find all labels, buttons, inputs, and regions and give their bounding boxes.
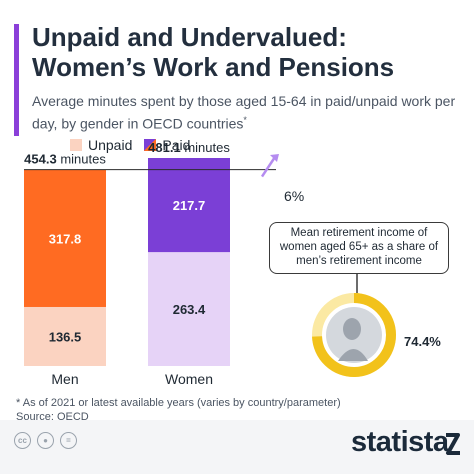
legend-swatch-unpaid <box>70 139 82 151</box>
total-label-women: 481.1 minutes <box>148 140 230 155</box>
footnote-note: * As of 2021 or latest available years (… <box>16 397 341 409</box>
legend-item-unpaid: Unpaid <box>70 137 132 153</box>
chart-subtitle: Average minutes spent by those aged 15-6… <box>32 92 462 134</box>
title-accent-bar <box>14 24 19 136</box>
subtitle-text: Average minutes spent by those aged 15-6… <box>32 93 456 132</box>
total-label-men: 454.3 minutes <box>24 152 106 167</box>
statista-logo[interactable]: statista <box>351 426 449 458</box>
footer-bar <box>0 420 474 474</box>
attribution-icon[interactable]: ● <box>37 432 54 449</box>
woman-head-icon <box>343 318 361 340</box>
cc-icon[interactable]: cc <box>14 432 31 449</box>
category-label-men: Men <box>51 371 78 387</box>
legend-label-paid: Paid <box>162 137 191 153</box>
statista-logo-mark-icon <box>446 433 460 455</box>
bar-paid-women <box>148 158 230 253</box>
chart-legend: Unpaid Paid <box>70 137 190 153</box>
bar-unpaid-women <box>148 252 230 366</box>
value-label-paid-men: 317.8 <box>49 231 82 246</box>
subtitle-footnote-mark: * <box>243 115 247 125</box>
legend-swatch-paid <box>144 139 157 151</box>
no-derivatives-icon[interactable]: = <box>60 432 77 449</box>
title-line-1: Unpaid and Undervalued: <box>32 22 347 52</box>
value-label-paid-women: 217.7 <box>173 198 206 213</box>
pension-callout: Mean retirement income of women aged 65+… <box>269 222 449 274</box>
value-label-unpaid-women: 263.4 <box>173 302 206 317</box>
page-title: Unpaid and Undervalued: Women’s Work and… <box>32 22 462 82</box>
bar-paid-men <box>24 169 106 307</box>
legend-item-paid: Paid <box>144 137 190 153</box>
pension-ring-value <box>312 293 396 377</box>
pension-share-label: 74.4% <box>404 334 441 349</box>
gap-arrow-icon <box>260 156 277 178</box>
category-label-women: Women <box>165 371 213 387</box>
title-line-2: Women’s Work and Pensions <box>32 52 395 82</box>
bar-unpaid-men <box>24 306 106 366</box>
value-label-unpaid-men: 136.5 <box>49 329 82 344</box>
woman-shoulders-icon <box>338 349 368 361</box>
gap-label: 6% <box>284 188 305 204</box>
legend-label-unpaid: Unpaid <box>88 137 133 153</box>
gap-arrowhead-icon <box>270 154 279 162</box>
